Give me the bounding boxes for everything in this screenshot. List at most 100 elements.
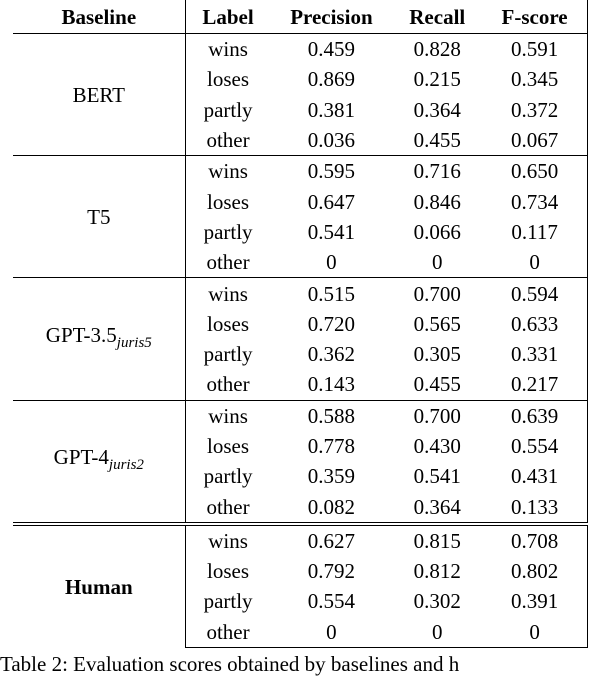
score-cell: 0.869 [307,67,356,92]
baseline-subscript: juris2 [108,457,144,474]
score-cell: 0.650 [482,155,589,187]
data-row: partly 0.381 0.364 0.372 [13,94,589,125]
label-cell: other [184,491,271,524]
score-cell: 0.734 [482,186,589,217]
score-cell: 0.305 [413,342,461,367]
score-cell: 0.117 [482,216,589,248]
score-cell: 0.515 [270,277,393,309]
header-cell: Precision [270,0,393,34]
label-cell: loses [184,430,271,462]
score-cell: 0 [392,616,483,648]
data-row: T5 wins 0.595 0.716 0.650 [13,155,589,278]
data-row: BERT wins 0.459 0.828 0.591 [13,33,589,107]
data-row: other 0.143 0.455 0.217 [13,369,589,401]
header-cell: Label [184,0,271,34]
score-cell: 0.082 [307,494,356,519]
baseline-name: Human [64,574,133,599]
score-cell: 0 [482,616,589,648]
data-row: partly 0.362 0.305 0.331 [13,338,589,370]
score-cell: 0.828 [413,37,461,62]
score-cell: 0.792 [307,559,356,584]
score-cell: 0.846 [413,189,461,214]
label-cell: loses [184,64,271,95]
label-cell: other [184,369,271,401]
score-cell: 0.430 [413,434,461,458]
header-row: Baseline Label Precision Recall F-score [13,0,589,34]
score-cell: 0.364 [413,494,461,519]
caption: Table 2: Evaluation scores obtained by b… [0,652,460,676]
label-cell: wins [184,33,271,65]
data-row: partly 0.554 0.302 0.391 [13,586,589,617]
score-cell: 0.700 [392,277,483,309]
score-cell: 0.812 [413,559,461,584]
label-cell: loses [184,308,271,339]
score-cell: 0.815 [392,521,483,557]
score-cell: 0.359 [307,464,356,489]
data-row: other 0.082 0.364 0.133 [13,491,589,524]
label-cell: partly [184,586,271,617]
score-cell: 0 [432,250,443,275]
results-table: Baseline Label Precision Recall F-score BERT w… [13,0,589,648]
baseline-cell: GPT-3.5juris5 [13,277,186,401]
data-row: loses 0.720 0.565 0.633 [13,308,589,339]
score-cell: 0.217 [482,369,589,401]
score-cell: 0.133 [482,491,589,524]
score-cell: 0.565 [413,311,461,336]
score-cell: 0.215 [413,67,461,92]
label-cell: partly [184,216,271,248]
score-cell: 0.700 [392,399,483,431]
data-row: partly 0.359 0.541 0.431 [13,461,589,492]
score-cell: 0.633 [482,308,589,339]
data-row: GPT-4juris2 wins 0.588 0.700 0.639 [13,399,589,524]
baseline-cell: BERT [13,34,185,156]
label-cell: wins [184,399,271,431]
baseline-name: GPT-4 [53,445,109,470]
score-cell: 0.372 [482,94,589,125]
score-cell: 0.066 [413,219,461,244]
label-cell: wins [184,521,271,557]
data-row: loses 0.869 0.215 0.345 [13,64,589,95]
label-cell: partly [184,338,271,370]
data-row: Human wins 0.627 0.815 0.708 [13,521,589,648]
label-cell: wins [184,277,271,309]
score-cell: 0.627 [270,521,393,557]
data-row: other 0 0 0 [13,247,589,278]
label-cell: loses [184,186,271,217]
score-cell: 0.541 [307,219,356,244]
score-cell: 0.802 [482,556,589,587]
score-cell: 0.391 [482,586,589,617]
score-cell: 0.708 [482,521,589,557]
baseline-name: BERT [72,82,126,107]
data-row: partly 0.541 0.066 0.117 [13,216,589,248]
baseline-name: GPT-3.5 [45,322,117,347]
data-row: loses 0.778 0.430 0.554 [13,430,589,462]
score-cell: 0.594 [482,277,589,309]
score-cell: 0 [326,250,337,275]
header-cell: F-score [482,0,589,34]
data-row: GPT-3.5juris5 wins 0.515 0.700 0.594 [13,277,589,401]
score-cell: 0.716 [392,155,483,187]
score-cell: 0.345 [482,64,589,95]
score-cell: 0.067 [482,124,589,156]
data-row: other 0.036 0.455 0.067 [13,124,589,156]
score-cell: 0.364 [413,97,461,122]
label-cell: loses [184,556,271,587]
score-cell: 0.381 [307,97,356,122]
score-cell: 0.778 [307,434,356,458]
score-cell: 0.541 [413,464,461,489]
data-row: other 0 0 0 [13,616,589,648]
score-cell: 0.036 [307,128,356,153]
score-cell: 0.647 [307,189,356,214]
baseline-name: T5 [87,204,111,229]
score-cell: 0.595 [270,155,393,187]
score-cell: 0.362 [307,342,356,367]
score-cell: 0.554 [307,589,356,614]
baseline-cell: T5 [13,155,186,278]
score-cell: 0 [482,247,589,278]
score-cell: 0.331 [482,338,589,370]
score-cell: 0.588 [270,399,393,431]
score-cell: 0.455 [413,372,461,397]
score-cell: 0.554 [482,430,589,462]
score-cell: 0.720 [307,311,356,336]
